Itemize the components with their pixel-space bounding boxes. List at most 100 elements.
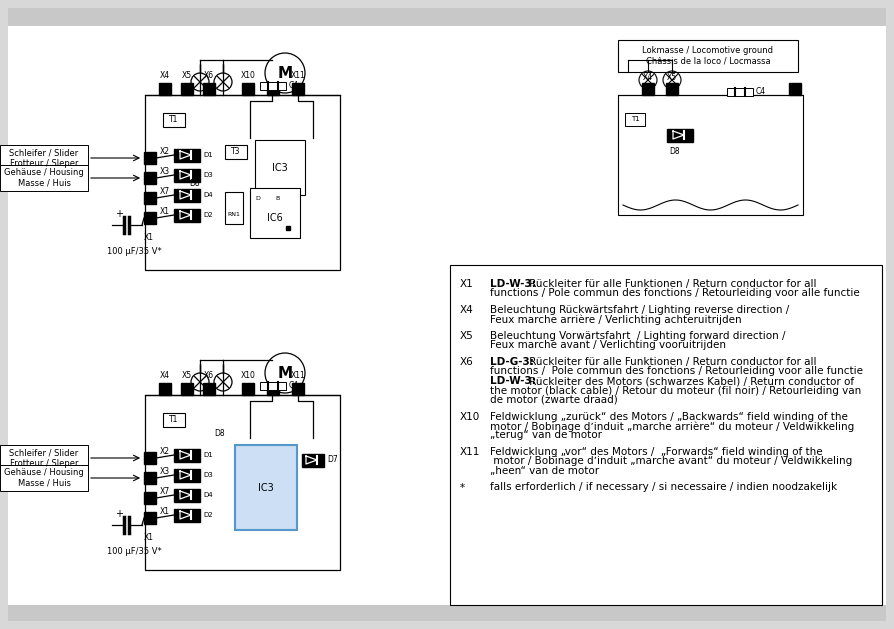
Bar (0, 165, 88, 191)
Bar (618, 40, 798, 72)
Text: „terug“ van de motor: „terug“ van de motor (490, 430, 602, 440)
Text: X4: X4 (160, 370, 170, 379)
Bar (255, 140, 305, 195)
Bar (174, 509, 200, 522)
Text: IC3: IC3 (272, 163, 288, 173)
Text: Gehäuse / Housing
Masse / Huis: Gehäuse / Housing Masse / Huis (4, 169, 84, 187)
Text: Rückleiter des Motors (schwarzes Kabel) / Return conductor of: Rückleiter des Motors (schwarzes Kabel) … (527, 376, 855, 386)
Text: RN1: RN1 (228, 211, 240, 216)
Text: X1: X1 (144, 533, 154, 542)
Bar (0, 145, 88, 171)
Text: functions / Pole commun des fonctions / Retourleiding voor alle functie: functions / Pole commun des fonctions / … (490, 289, 860, 299)
Bar (144, 452, 156, 464)
Bar (144, 512, 156, 524)
Text: M: M (277, 365, 292, 381)
Bar (159, 383, 171, 395)
Text: Gehäuse / Housing
Masse / Huis: Gehäuse / Housing Masse / Huis (4, 469, 84, 487)
Text: LD-W-3:: LD-W-3: (490, 279, 536, 289)
Text: D4: D4 (203, 192, 213, 198)
Bar (618, 95, 803, 215)
Bar (144, 192, 156, 204)
Bar (203, 383, 215, 395)
Bar (727, 88, 753, 96)
Bar (242, 83, 254, 95)
Bar (174, 489, 200, 502)
Bar (144, 472, 156, 484)
Text: X5: X5 (182, 370, 192, 379)
Text: T3: T3 (232, 147, 240, 157)
Text: X5: X5 (182, 70, 192, 79)
Text: X6: X6 (460, 357, 474, 367)
Bar (666, 83, 678, 95)
Bar (0, 445, 88, 471)
Bar (174, 209, 200, 222)
Bar (159, 83, 171, 95)
Bar (145, 395, 340, 570)
Text: X3: X3 (160, 167, 170, 177)
Text: Feux marche avant / Verlichting vooruitrijden: Feux marche avant / Verlichting vooruitr… (490, 340, 726, 350)
Text: Rückleiter für alle Funktionen / Return conductor for all: Rückleiter für alle Funktionen / Return … (527, 357, 817, 367)
Text: D7: D7 (327, 455, 338, 464)
Bar (267, 383, 279, 395)
Text: LD-G-3:: LD-G-3: (490, 357, 534, 367)
Bar (8, 605, 886, 621)
Text: the motor (black cable) / Retour du moteur (fil noir) / Retourleiding van: the motor (black cable) / Retour du mote… (490, 386, 861, 396)
Text: LD-W-3:: LD-W-3: (490, 376, 536, 386)
Text: „heen“ van de motor: „heen“ van de motor (490, 466, 599, 476)
Bar (203, 83, 215, 95)
Bar (174, 169, 200, 182)
Text: M: M (277, 65, 292, 81)
Text: X1: X1 (460, 279, 474, 289)
Text: Schleifer / Slider
Frotteur / Sleper: Schleifer / Slider Frotteur / Sleper (9, 448, 79, 468)
Text: C4: C4 (289, 382, 299, 391)
Bar (235, 445, 297, 530)
Text: X2: X2 (160, 147, 170, 157)
Bar (144, 152, 156, 164)
Text: T1: T1 (630, 116, 639, 122)
Bar (642, 83, 654, 95)
Bar (260, 82, 286, 90)
Text: Feldwicklung „zurück“ des Motors / „Backwards“ field winding of the: Feldwicklung „zurück“ des Motors / „Back… (490, 411, 848, 421)
Text: Beleuchtung Vorwärtsfahrt  / Lighting forward direction /: Beleuchtung Vorwärtsfahrt / Lighting for… (490, 331, 786, 341)
Bar (163, 113, 185, 127)
Text: Lokmasse / Locomotive ground
Châssis de la loco / Locmassa: Lokmasse / Locomotive ground Châssis de … (643, 47, 773, 65)
Text: D1: D1 (203, 452, 213, 458)
Text: motor / Bobinage dʼinduit „marche avant“ du moteur / Veldwikkeling: motor / Bobinage dʼinduit „marche avant“… (490, 457, 852, 467)
Text: D: D (256, 196, 260, 201)
Bar (181, 383, 193, 395)
Text: X6: X6 (204, 70, 214, 79)
Text: X11: X11 (291, 370, 306, 379)
Bar (181, 83, 193, 95)
Text: X4: X4 (460, 305, 474, 315)
Text: X4: X4 (160, 70, 170, 79)
Bar (267, 83, 279, 95)
Bar (242, 383, 254, 395)
Bar (0, 465, 88, 491)
Bar (302, 454, 324, 467)
Bar (174, 449, 200, 462)
Text: X7: X7 (160, 187, 170, 196)
Text: D3: D3 (203, 172, 213, 178)
Text: X10: X10 (460, 411, 480, 421)
Bar (163, 413, 185, 427)
Text: X10: X10 (240, 70, 256, 79)
Bar (8, 8, 886, 26)
Text: Feux marche arrière / Verlichting achteruitrijden: Feux marche arrière / Verlichting achter… (490, 314, 742, 325)
Bar (250, 188, 300, 238)
Text: X4: X4 (643, 72, 653, 82)
Text: IC6: IC6 (267, 213, 283, 223)
Text: C4: C4 (289, 82, 299, 91)
Bar (225, 192, 243, 224)
Text: X11: X11 (460, 447, 480, 457)
Text: X3: X3 (160, 467, 170, 477)
Text: D1: D1 (203, 152, 213, 158)
Text: X1: X1 (160, 208, 170, 216)
Bar (174, 469, 200, 482)
Text: falls erforderlich / if necessary / si necessaire / indien noodzakelijk: falls erforderlich / if necessary / si n… (490, 482, 837, 493)
Text: Rückleiter für alle Funktionen / Return conductor for all: Rückleiter für alle Funktionen / Return … (527, 279, 817, 289)
Text: 100 μF/35 V*: 100 μF/35 V* (107, 547, 162, 556)
Text: B: B (276, 196, 280, 201)
Bar (225, 145, 247, 159)
Text: X11: X11 (291, 70, 306, 79)
Text: X2: X2 (160, 447, 170, 457)
